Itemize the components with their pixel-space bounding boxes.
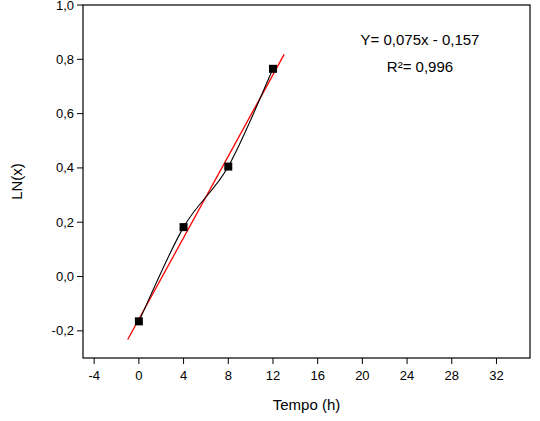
y-axis-label: LN(x)	[8, 163, 25, 200]
plot-area	[128, 54, 284, 339]
x-tick	[183, 358, 184, 364]
x-tick	[272, 358, 273, 364]
series-line	[128, 54, 284, 339]
x-tick-label: -4	[88, 368, 100, 383]
x-tick-label: 32	[489, 368, 503, 383]
y-tick-label: -0,2	[52, 323, 74, 338]
y-tick	[77, 222, 83, 223]
series-line	[139, 69, 273, 322]
y-tick-label: 0,2	[56, 215, 74, 230]
y-tick-label: 0,6	[56, 106, 74, 121]
x-tick-label: 16	[310, 368, 324, 383]
x-tick-label: 12	[266, 368, 280, 383]
y-tick	[77, 59, 83, 60]
point	[180, 223, 188, 231]
x-tick	[407, 358, 408, 364]
y-tick	[77, 167, 83, 168]
x-tick	[451, 358, 452, 364]
plot-frame	[83, 5, 530, 358]
x-tick-label: 28	[445, 368, 459, 383]
annotation: Y= 0,075x - 0,157	[361, 31, 480, 48]
x-tick	[138, 358, 139, 364]
x-tick-label: 24	[400, 368, 414, 383]
x-tick-label: 0	[135, 368, 142, 383]
x-tick-label: 4	[180, 368, 187, 383]
annotation: R²= 0,996	[387, 58, 453, 75]
y-tick	[77, 5, 83, 6]
x-tick	[94, 358, 95, 364]
x-tick	[317, 358, 318, 364]
point	[224, 163, 232, 171]
y-tick-label: 1,0	[56, 0, 74, 13]
x-tick-label: 20	[355, 368, 369, 383]
x-tick	[228, 358, 229, 364]
y-tick	[77, 276, 83, 277]
y-tick	[77, 113, 83, 114]
y-tick-label: 0,8	[56, 52, 74, 67]
x-tick	[362, 358, 363, 364]
point	[269, 65, 277, 73]
x-tick-label: 8	[225, 368, 232, 383]
point	[135, 317, 143, 325]
x-axis-label: Tempo (h)	[273, 396, 341, 413]
y-tick-label: 0,4	[56, 160, 74, 175]
y-tick-label: 0,0	[56, 269, 74, 284]
chart: -4 0 4 8 12 16 20 24 28 32 -0,2 0,0 0,2 0,4 0,6 0,8 1,0 T…	[0, 0, 540, 421]
y-tick	[77, 330, 83, 331]
x-tick	[496, 358, 497, 364]
